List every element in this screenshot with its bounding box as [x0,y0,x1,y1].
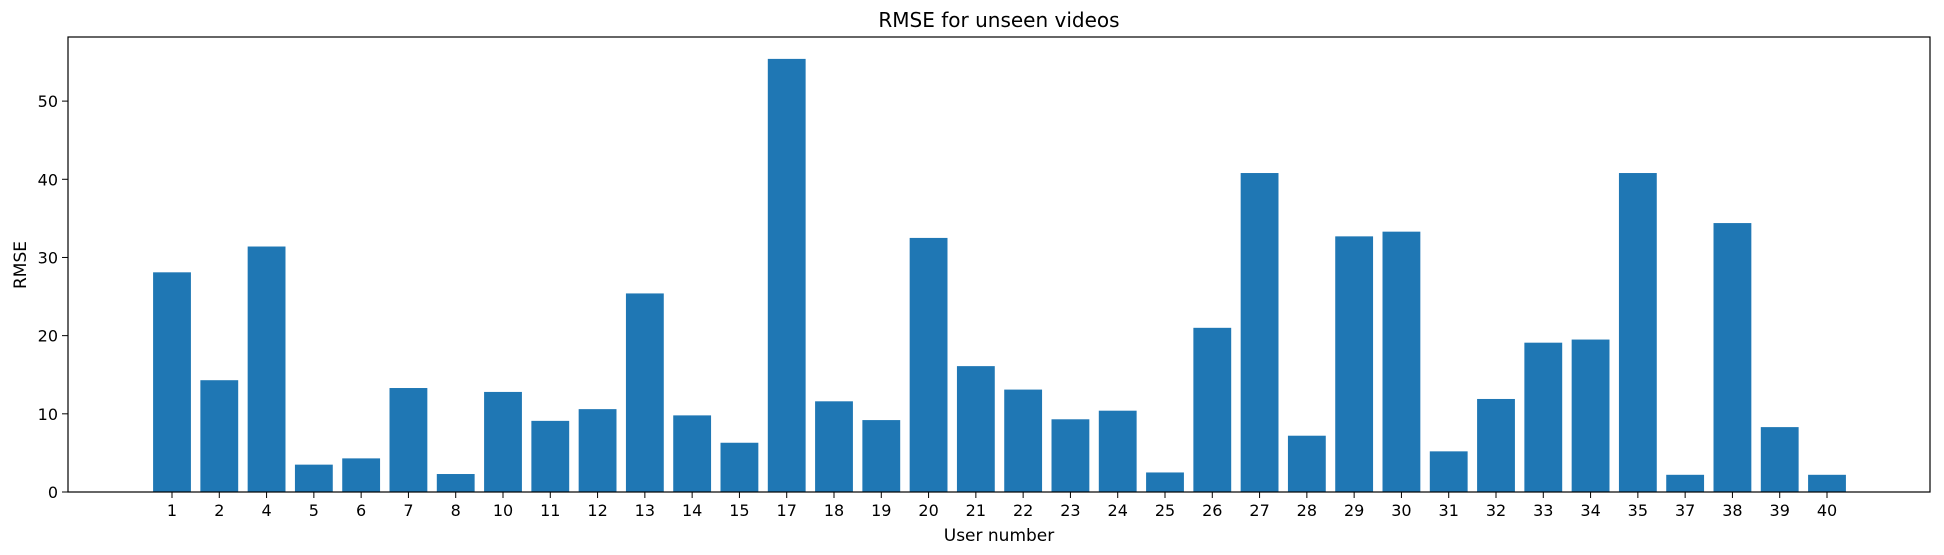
bar-user-18 [815,401,853,492]
bar-user-33 [1524,342,1563,492]
y-axis: 0 10 20 30 40 50 [38,92,68,502]
bar-user-7 [389,388,428,492]
x-tick-label: 18 [824,501,844,520]
bar-user-23 [1051,419,1090,492]
x-tick-label: 21 [966,501,986,520]
x-tick-label: 25 [1155,501,1175,520]
bar-user-35 [1618,173,1657,492]
bar-user-28 [1287,435,1326,492]
bar-user-32 [1477,398,1515,492]
bar-user-11 [531,420,570,492]
bar-user-22 [1004,389,1043,492]
y-tick-label: 50 [38,92,58,111]
y-tick-label: 20 [38,327,58,346]
x-tick-label: 35 [1628,501,1648,520]
x-tick-label: 22 [1013,501,1033,520]
y-tick-label: 40 [38,170,58,189]
y-axis-label: RMSE [11,241,31,289]
bar-user-37 [1666,474,1705,492]
bar-user-6 [342,458,381,492]
bar-user-30 [1382,231,1421,492]
x-tick-label: 5 [309,501,319,520]
x-tick-label: 31 [1439,501,1459,520]
bar-user-39 [1760,427,1799,492]
bar-user-38 [1713,223,1752,492]
bar-user-24 [1098,410,1137,492]
chart-title: RMSE for unseen videos [878,8,1119,32]
bar-user-17 [767,58,806,492]
x-tick-label: 30 [1391,501,1411,520]
bar-user-34 [1571,339,1610,492]
x-axis-label: User number [944,526,1055,546]
bar-user-31 [1429,451,1468,492]
bars-layer [153,58,1846,492]
bar-user-14 [673,415,712,492]
x-axis: 1 2 4 5 6 7 8 10 11 12 13 14 15 17 18 19 20 21 22 23 24 25 26 2… [167,492,1837,520]
x-tick-label: 20 [918,501,938,520]
x-tick-label: 26 [1202,501,1222,520]
bar-user-20 [909,237,948,492]
x-tick-label: 14 [682,501,702,520]
bar-user-1 [153,272,191,492]
bar-user-26 [1193,327,1232,492]
x-tick-label: 29 [1344,501,1364,520]
x-tick-label: 12 [587,501,607,520]
bar-user-13 [625,293,664,492]
bar-user-4 [247,246,286,492]
x-tick-label: 39 [1770,501,1790,520]
x-tick-label: 11 [540,501,560,520]
x-tick-label: 24 [1108,501,1128,520]
bar-user-8 [436,474,475,492]
x-tick-label: 2 [214,501,224,520]
x-tick-label: 33 [1533,501,1553,520]
bar-user-21 [956,366,995,492]
x-tick-label: 13 [635,501,655,520]
x-tick-label: 15 [729,501,749,520]
bar-user-19 [862,420,901,492]
bar-user-5 [294,464,333,492]
x-tick-label: 7 [403,501,413,520]
bar-user-12 [578,409,617,492]
x-tick-label: 8 [451,501,461,520]
x-tick-label: 34 [1580,501,1600,520]
bar-user-15 [720,442,759,492]
x-tick-label: 38 [1722,501,1742,520]
y-tick-label: 30 [38,248,58,267]
x-tick-label: 4 [261,501,271,520]
bar-user-40 [1808,474,1846,492]
x-tick-label: 27 [1249,501,1269,520]
y-tick-label: 10 [38,405,58,424]
plot-frame [67,36,1931,493]
x-tick-label: 6 [356,501,366,520]
bar-user-29 [1335,236,1374,492]
x-tick-label: 32 [1486,501,1506,520]
y-tick-label: 0 [48,483,58,502]
x-tick-label: 28 [1297,501,1317,520]
x-tick-label: 23 [1060,501,1080,520]
x-tick-label: 37 [1675,501,1695,520]
bar-user-10 [484,391,522,492]
x-tick-label: 1 [167,501,177,520]
x-tick-label: 17 [777,501,797,520]
x-tick-label: 19 [871,501,891,520]
x-tick-label: 40 [1817,501,1837,520]
bar-user-27 [1240,173,1279,492]
bar-user-2 [200,380,239,492]
bar-user-25 [1146,472,1184,492]
x-tick-label: 10 [493,501,513,520]
